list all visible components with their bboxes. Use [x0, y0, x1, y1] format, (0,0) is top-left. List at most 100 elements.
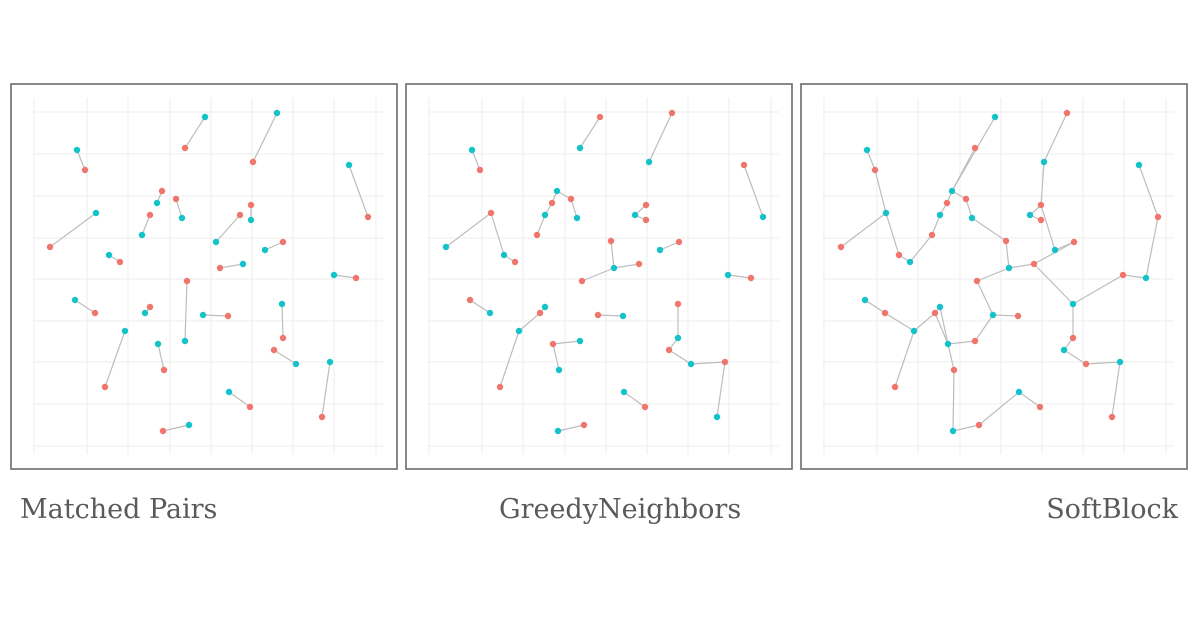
control-point — [225, 388, 233, 396]
treated-point — [181, 144, 189, 152]
control-point — [138, 231, 146, 239]
control-point — [949, 427, 957, 435]
treated-point — [158, 187, 166, 195]
connection-edge — [445, 212, 492, 248]
treated-point — [928, 231, 936, 239]
connection-edge — [518, 312, 541, 332]
connection-edge — [947, 343, 955, 371]
control-point — [486, 309, 494, 317]
connection-edge — [885, 212, 900, 256]
control-point — [1069, 300, 1077, 308]
control-point — [326, 358, 334, 366]
control-point — [105, 251, 113, 259]
treated-point — [837, 243, 845, 251]
treated-point — [1119, 271, 1127, 279]
connection-edge — [965, 198, 973, 219]
connection-edge — [1005, 240, 1010, 269]
treated-point — [668, 109, 676, 117]
control-point — [73, 146, 81, 154]
treated-point — [548, 199, 556, 207]
treated-point — [216, 264, 224, 272]
treated-point — [747, 274, 755, 282]
connection-edge — [864, 299, 886, 314]
connection-edge — [978, 391, 1020, 426]
treated-point — [567, 195, 575, 203]
control-point — [906, 258, 914, 266]
panel-title: GreedyNeighbors — [499, 494, 741, 525]
control-point — [989, 311, 997, 319]
treated-point — [1037, 216, 1045, 224]
panel-title: Matched Pairs — [20, 494, 217, 525]
treated-point — [607, 237, 615, 245]
connection-edge — [74, 299, 96, 314]
connection-edge — [1008, 263, 1035, 269]
connection-edge — [884, 312, 915, 332]
control-point — [620, 388, 628, 396]
control-point — [239, 260, 247, 268]
control-point — [576, 144, 584, 152]
treated-point — [1014, 312, 1022, 320]
connection-edge — [971, 217, 1007, 242]
control-point — [247, 216, 255, 224]
treated-point — [943, 199, 951, 207]
control-point — [92, 209, 100, 217]
control-point — [500, 251, 508, 259]
treated-point — [224, 312, 232, 320]
treated-point — [642, 201, 650, 209]
treated-point — [1002, 237, 1010, 245]
treated-point — [246, 403, 254, 411]
connection-edge — [273, 349, 297, 365]
treated-point — [895, 251, 903, 259]
control-point — [968, 214, 976, 222]
edges — [49, 112, 369, 432]
treated-point — [971, 337, 979, 345]
connection-edge — [931, 214, 941, 236]
edges — [840, 112, 1159, 432]
treated-point — [1036, 403, 1044, 411]
control-point — [553, 187, 561, 195]
control-point — [555, 366, 563, 374]
treated-point — [1030, 260, 1038, 268]
connection-edge — [952, 424, 980, 432]
connection-edge — [668, 349, 692, 365]
connection-edge — [1072, 274, 1124, 305]
panel-softblock: SoftBlock — [800, 83, 1188, 525]
connection-edge — [939, 306, 949, 345]
connection-edge — [951, 147, 976, 192]
control-point — [619, 312, 627, 320]
treated-point — [116, 258, 124, 266]
treated-point — [721, 358, 729, 366]
connection-edge — [840, 212, 887, 248]
control-point — [199, 311, 207, 319]
connection-edge — [570, 198, 578, 219]
treated-point — [1154, 213, 1162, 221]
control-point — [936, 303, 944, 311]
control-point — [1051, 246, 1059, 254]
control-point — [178, 214, 186, 222]
grid — [33, 98, 384, 454]
treated-point — [665, 346, 673, 354]
control-point — [576, 337, 584, 345]
control-point — [724, 271, 732, 279]
control-point — [153, 199, 161, 207]
connection-edge — [252, 112, 278, 163]
connection-edge — [974, 314, 994, 342]
connection-edge — [947, 340, 976, 345]
treated-point — [580, 421, 588, 429]
treated-point — [236, 211, 244, 219]
connection-edge — [976, 280, 994, 316]
control-point — [674, 334, 682, 342]
treated-point — [160, 366, 168, 374]
treated-point — [578, 277, 586, 285]
treated-point — [594, 311, 602, 319]
connection-edge — [913, 312, 936, 332]
connection-edge — [1033, 263, 1074, 305]
connection-edge — [552, 340, 581, 345]
treated-point — [962, 195, 970, 203]
control-point — [71, 296, 79, 304]
control-point — [278, 300, 286, 308]
connection-edge — [557, 424, 585, 432]
treated-point — [270, 346, 278, 354]
connection-edge — [175, 198, 183, 219]
treated-point — [871, 166, 879, 174]
